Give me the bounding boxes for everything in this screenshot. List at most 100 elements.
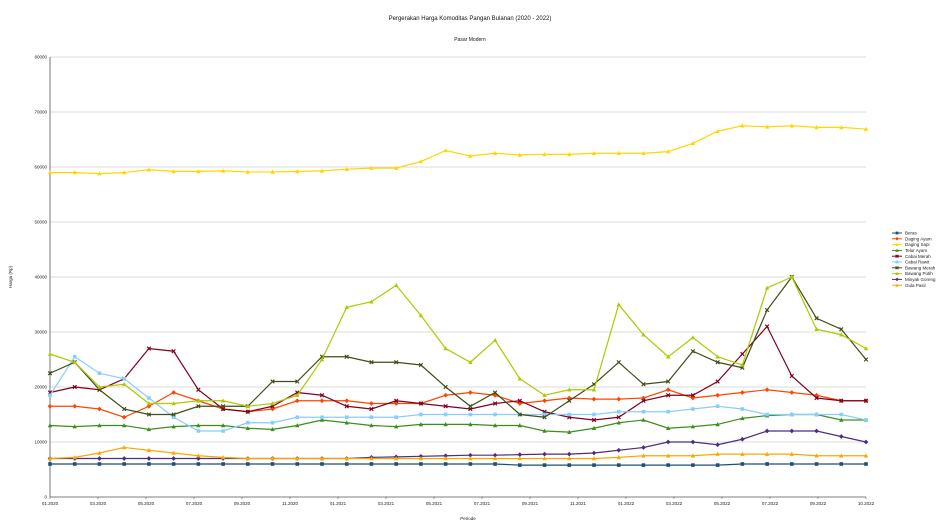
data-point [715, 451, 720, 456]
data-point [468, 422, 473, 427]
data-point [814, 316, 819, 321]
data-point [418, 456, 424, 461]
data-point [394, 415, 398, 420]
data-point [196, 453, 201, 458]
data-point [47, 403, 53, 409]
data-point [616, 150, 621, 156]
data-point [320, 462, 324, 466]
data-point [764, 124, 770, 129]
data-point [764, 307, 770, 313]
x-tick-label: 01.2020 [42, 501, 59, 506]
data-point [369, 423, 374, 428]
legend-item: Daging Ayam [892, 236, 932, 241]
data-point [789, 390, 795, 395]
gridlines [50, 56, 866, 443]
data-point [443, 453, 448, 459]
data-point [369, 360, 374, 365]
data-point [715, 463, 720, 467]
data-point [690, 141, 696, 146]
x-tick-label: 03.2021 [378, 501, 395, 506]
data-point [566, 451, 572, 457]
data-point [838, 434, 844, 439]
series-gula-pasir [47, 445, 869, 461]
x-tick-label: 10.2022 [858, 501, 875, 506]
data-point [418, 313, 424, 318]
data-point [492, 390, 498, 395]
data-point [690, 453, 696, 458]
data-point [863, 453, 869, 458]
data-point [394, 165, 399, 170]
series-cabai-merah [47, 324, 869, 423]
data-point [146, 456, 152, 461]
data-point [764, 387, 770, 393]
series-bawang-putih [47, 274, 869, 409]
data-point [616, 415, 621, 420]
data-point [715, 360, 720, 365]
data-point [72, 455, 77, 460]
data-point [394, 282, 399, 288]
legend-item: Daging Sapi [892, 242, 930, 247]
legend-swatch-marker [895, 236, 899, 241]
data-point [666, 149, 671, 154]
data-point [666, 463, 670, 467]
legend-swatch-marker [895, 231, 899, 235]
data-point [270, 401, 275, 406]
legend-swatch-marker [895, 248, 899, 252]
series-line [50, 463, 866, 466]
data-point [295, 392, 300, 398]
data-point [369, 415, 374, 420]
x-tick-label: 03.2020 [90, 501, 107, 506]
data-point [443, 462, 448, 466]
series-line [50, 125, 867, 175]
x-tick-label: 09.2020 [234, 501, 251, 506]
data-point [814, 453, 819, 458]
data-point [789, 451, 794, 456]
data-point [72, 359, 77, 365]
data-point [47, 170, 53, 175]
data-point [641, 409, 646, 414]
data-point [616, 463, 621, 467]
data-point [196, 387, 201, 392]
data-point [839, 412, 844, 417]
data-point [468, 359, 473, 365]
legend-swatch-marker [895, 283, 899, 287]
data-point [171, 390, 176, 395]
data-point [839, 417, 844, 422]
data-point [665, 387, 671, 393]
data-point [419, 462, 423, 466]
data-point [691, 463, 695, 467]
x-tick-label: 01.2021 [330, 501, 347, 506]
data-point [864, 462, 868, 466]
data-point [641, 417, 646, 422]
data-point [567, 412, 572, 417]
x-tick-label: 07.2022 [762, 501, 779, 506]
data-point [319, 393, 325, 398]
data-point [270, 169, 275, 174]
data-point [814, 395, 819, 401]
legend-swatch-marker [895, 271, 899, 275]
x-axis-ticks: 01.2020 03.2020 05.2020 07.2020 09.2020 11.20… [42, 497, 875, 506]
data-point [789, 274, 794, 279]
data-point [97, 371, 102, 376]
y-tick-label: 50000 [34, 220, 47, 225]
legend-item: Bawang Merah [892, 265, 936, 270]
plot-area [47, 123, 869, 467]
data-point [517, 423, 522, 428]
legend-swatch-marker [895, 242, 899, 246]
data-point [394, 462, 398, 466]
series-line [49, 413, 866, 433]
data-point [394, 456, 399, 461]
data-point [220, 398, 226, 403]
data-point [864, 418, 868, 422]
data-point [591, 396, 597, 402]
data-point [245, 169, 250, 174]
data-point [542, 392, 547, 398]
data-point [591, 425, 597, 431]
data-point [790, 412, 794, 417]
data-point [295, 379, 300, 384]
data-point [246, 420, 250, 425]
data-point [344, 398, 350, 404]
data-point [369, 401, 374, 406]
data-point [690, 335, 696, 340]
data-point [72, 462, 77, 466]
